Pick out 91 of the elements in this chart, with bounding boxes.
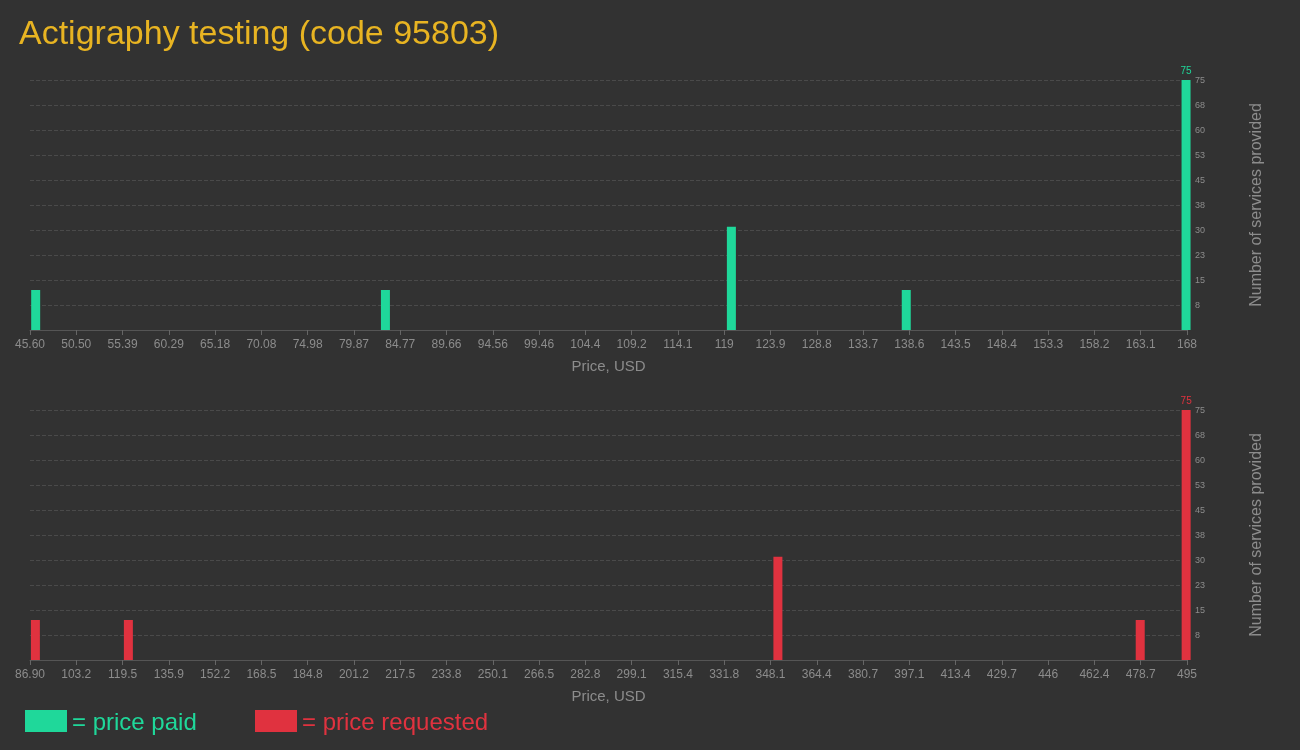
y-tick-label: 8 bbox=[1195, 630, 1201, 640]
y-tick-label: 68 bbox=[1195, 100, 1206, 110]
y-tick-label: 38 bbox=[1195, 200, 1206, 210]
x-tick-label: 315.4 bbox=[662, 667, 694, 681]
y-tick-label: 68 bbox=[1195, 430, 1206, 440]
x-tick-label: 143.5 bbox=[940, 337, 971, 351]
x-tick-label: 55.39 bbox=[107, 337, 138, 351]
x-tick-label: 84.77 bbox=[385, 337, 416, 351]
data-label: 75 bbox=[1180, 64, 1193, 76]
x-tick-label: 380.7 bbox=[848, 667, 879, 681]
bar bbox=[30, 620, 40, 660]
x-tick-label: 79.87 bbox=[338, 337, 370, 351]
bar bbox=[1135, 620, 1145, 660]
bar bbox=[380, 290, 390, 330]
x-tick-label: 65.18 bbox=[200, 337, 231, 351]
x-tick-label: 60.29 bbox=[153, 337, 185, 351]
x-tick-label: 364.4 bbox=[801, 667, 833, 681]
legend-label: = price requested bbox=[302, 707, 489, 735]
x-tick-label: 184.8 bbox=[292, 667, 324, 681]
x-tick-label: 348.1 bbox=[755, 667, 786, 681]
bar bbox=[31, 290, 41, 330]
y-tick-label: 53 bbox=[1195, 150, 1206, 160]
x-tick-label: 50.50 bbox=[61, 337, 92, 351]
y-tick-label: 45 bbox=[1195, 175, 1206, 185]
y-tick-label: 60 bbox=[1195, 125, 1206, 135]
bar bbox=[1181, 80, 1191, 330]
x-tick-label: 299.1 bbox=[616, 667, 647, 681]
x-tick-label: 123.9 bbox=[755, 337, 786, 351]
y-tick-label: 75 bbox=[1195, 75, 1206, 85]
chart-title: Actigraphy testing (code 95803) bbox=[19, 13, 500, 51]
x-tick-label: 99.46 bbox=[524, 337, 555, 351]
bar bbox=[773, 556, 783, 660]
x-tick-label: 138.6 bbox=[894, 337, 925, 351]
x-tick-label: 168 bbox=[1176, 337, 1198, 351]
x-tick-label: 250.1 bbox=[477, 667, 509, 681]
x-tick-label: 114.1 bbox=[663, 337, 693, 351]
x-tick-label: 152.2 bbox=[200, 667, 231, 681]
x-tick-label: 478.7 bbox=[1125, 667, 1157, 681]
x-tick-label: 70.08 bbox=[246, 337, 277, 351]
x-tick-label: 89.66 bbox=[431, 337, 462, 351]
bar bbox=[726, 226, 736, 330]
x-tick-label: 397.1 bbox=[894, 667, 925, 681]
y-tick-label: 60 bbox=[1195, 455, 1206, 465]
x-tick-label: 45.60 bbox=[14, 337, 46, 351]
x-tick-label: 462.4 bbox=[1079, 667, 1110, 681]
bar bbox=[901, 290, 911, 330]
x-tick-label: 282.8 bbox=[570, 667, 601, 681]
x-tick-label: 158.2 bbox=[1079, 337, 1110, 351]
x-tick-label: 119.5 bbox=[107, 667, 138, 681]
y-tick-label: 53 bbox=[1195, 480, 1206, 490]
y-tick-label: 38 bbox=[1195, 530, 1206, 540]
x-tick-label: 94.56 bbox=[477, 337, 509, 351]
x-tick-label: 109.2 bbox=[616, 337, 647, 351]
y-axis-title: Number of services provided bbox=[1246, 433, 1264, 637]
x-tick-label: 135.9 bbox=[153, 667, 185, 681]
bar bbox=[123, 620, 133, 660]
x-tick-label: 331.8 bbox=[709, 667, 740, 681]
x-tick-label: 103.2 bbox=[61, 667, 92, 681]
x-tick-label: 148.4 bbox=[986, 337, 1018, 351]
y-tick-label: 30 bbox=[1195, 225, 1206, 235]
x-tick-label: 128.8 bbox=[801, 337, 833, 351]
x-tick-label: 163.1 bbox=[1125, 337, 1157, 351]
x-tick-label: 446 bbox=[1038, 667, 1059, 681]
y-tick-label: 30 bbox=[1195, 555, 1206, 565]
y-tick-label: 45 bbox=[1195, 505, 1206, 515]
x-axis-title: Price, USD bbox=[571, 357, 646, 374]
y-tick-label: 23 bbox=[1195, 580, 1206, 590]
x-tick-label: 217.5 bbox=[385, 667, 416, 681]
x-tick-label: 86.90 bbox=[14, 667, 46, 681]
y-tick-label: 15 bbox=[1195, 605, 1206, 615]
legend-label: = price paid bbox=[72, 707, 197, 735]
x-tick-label: 413.4 bbox=[940, 667, 971, 681]
y-tick-label: 15 bbox=[1195, 275, 1206, 285]
data-label: 75 bbox=[1180, 394, 1193, 406]
y-tick-label: 23 bbox=[1195, 250, 1206, 260]
x-tick-label: 74.98 bbox=[292, 337, 324, 351]
x-tick-label: 201.2 bbox=[338, 667, 370, 681]
x-tick-label: 104.4 bbox=[570, 337, 601, 351]
x-tick-label: 495 bbox=[1176, 667, 1198, 681]
bar bbox=[1181, 410, 1191, 660]
x-tick-label: 429.7 bbox=[986, 667, 1018, 681]
y-tick-label: 8 bbox=[1195, 300, 1201, 310]
x-tick-label: 153.3 bbox=[1033, 337, 1064, 351]
x-tick-label: 233.8 bbox=[431, 667, 462, 681]
y-axis-title: Number of services provided bbox=[1246, 103, 1264, 307]
x-axis-title: Price, USD bbox=[571, 687, 646, 704]
x-tick-label: 266.5 bbox=[524, 667, 555, 681]
x-tick-label: 133.7 bbox=[848, 337, 879, 351]
x-tick-label: 168.5 bbox=[246, 667, 277, 681]
y-tick-label: 75 bbox=[1195, 405, 1206, 415]
x-tick-label: 119 bbox=[714, 337, 735, 351]
